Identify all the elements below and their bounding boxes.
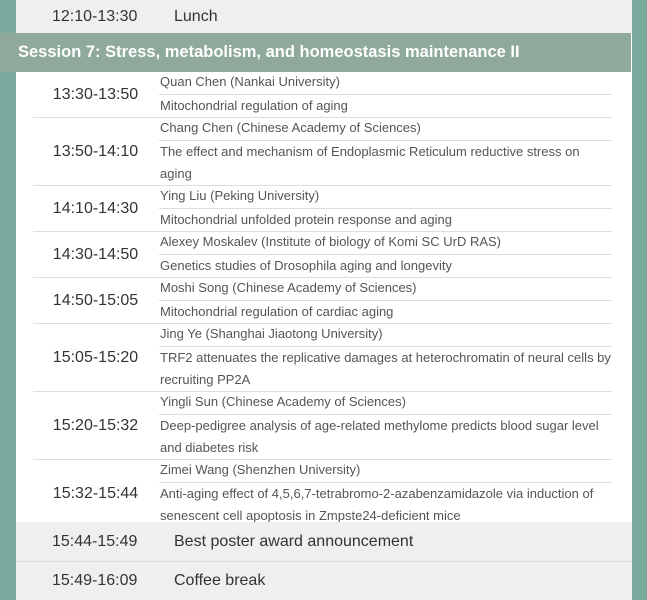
talk-row: 14:10-14:30 Ying Liu (Peking University)…: [33, 186, 612, 232]
talk-time: 15:32-15:44: [52, 484, 139, 502]
talk-row: 15:20-15:32 Yingli Sun (Chinese Academy …: [33, 392, 612, 460]
talk-time: 14:50-15:05: [52, 291, 139, 309]
schedule-panel: 12:10-13:30 Lunch 13:30-13:50 Quan Chen …: [16, 0, 632, 600]
speaker: Jing Ye (Shanghai Jiaotong University): [159, 324, 612, 347]
talk-time: 13:50-14:10: [52, 142, 139, 160]
talk-title: Mitochondrial regulation of aging: [160, 98, 348, 113]
talk-info: Ying Liu (Peking University) Mitochondri…: [158, 186, 612, 231]
poster-row: 15:44-15:49 Best poster award announceme…: [16, 522, 632, 562]
talk-list: 13:30-13:50 Quan Chen (Nankai University…: [16, 72, 632, 528]
talk-title: The effect and mechanism of Endoplasmic …: [160, 144, 580, 181]
speaker: Alexey Moskalev (Institute of biology of…: [159, 232, 612, 255]
talk-info: Yingli Sun (Chinese Academy of Sciences)…: [158, 392, 612, 459]
poster-time: 15:44-15:49: [52, 532, 138, 550]
talk-time: 15:05-15:20: [52, 348, 139, 366]
talk-info: Chang Chen (Chinese Academy of Sciences)…: [158, 118, 612, 185]
session-header: Session 7: Stress, metabolism, and homeo…: [0, 33, 631, 72]
speaker: Moshi Song (Chinese Academy of Sciences): [159, 278, 612, 301]
talk-title: Mitochondrial regulation of cardiac agin…: [160, 304, 394, 319]
talk-info: Quan Chen (Nankai University) Mitochondr…: [158, 72, 612, 117]
lunch-row: 12:10-13:30 Lunch: [16, 0, 632, 33]
talk-time: 14:10-14:30: [52, 199, 139, 217]
talk-row: 14:50-15:05 Moshi Song (Chinese Academy …: [33, 278, 612, 324]
speaker: Ying Liu (Peking University): [159, 186, 612, 209]
talk-title: TRF2 attenuates the replicative damages …: [160, 350, 611, 387]
coffee-time: 15:49-16:09: [52, 572, 138, 589]
coffee-label: Coffee break: [174, 572, 266, 589]
speaker: Quan Chen (Nankai University): [159, 72, 612, 95]
talk-time: 14:30-14:50: [52, 245, 139, 263]
poster-label: Best poster award announcement: [174, 532, 414, 550]
lunch-time: 12:10-13:30: [52, 7, 138, 25]
talk-title: Mitochondrial unfolded protein response …: [160, 212, 452, 227]
talk-row: 15:32-15:44 Zimei Wang (Shenzhen Univers…: [33, 460, 612, 528]
talk-title: Deep-pedigree analysis of age-related me…: [160, 418, 599, 455]
speaker: Chang Chen (Chinese Academy of Sciences): [159, 118, 612, 141]
speaker: Zimei Wang (Shenzhen University): [159, 460, 612, 483]
talk-time: 15:20-15:32: [52, 416, 139, 434]
talk-info: Jing Ye (Shanghai Jiaotong University) T…: [158, 324, 612, 391]
talk-row: 13:30-13:50 Quan Chen (Nankai University…: [33, 72, 612, 118]
talk-row: 13:50-14:10 Chang Chen (Chinese Academy …: [33, 118, 612, 186]
talk-title: Anti-aging effect of 4,5,6,7-tetrabromo-…: [160, 486, 594, 523]
talk-info: Alexey Moskalev (Institute of biology of…: [158, 232, 612, 277]
talk-title: Genetics studies of Drosophila aging and…: [160, 258, 452, 273]
talk-row: 14:30-14:50 Alexey Moskalev (Institute o…: [33, 232, 612, 278]
talk-info: Zimei Wang (Shenzhen University) Anti-ag…: [158, 460, 612, 527]
lunch-label: Lunch: [174, 7, 218, 25]
speaker: Yingli Sun (Chinese Academy of Sciences): [159, 392, 612, 415]
coffee-row: 15:49-16:09 Coffee break: [16, 562, 632, 600]
talk-info: Moshi Song (Chinese Academy of Sciences)…: [158, 278, 612, 323]
talk-row: 15:05-15:20 Jing Ye (Shanghai Jiaotong U…: [33, 324, 612, 392]
talk-time: 13:30-13:50: [52, 85, 139, 103]
